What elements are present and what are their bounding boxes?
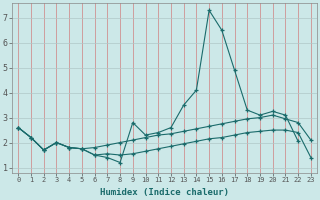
X-axis label: Humidex (Indice chaleur): Humidex (Indice chaleur) xyxy=(100,188,229,197)
